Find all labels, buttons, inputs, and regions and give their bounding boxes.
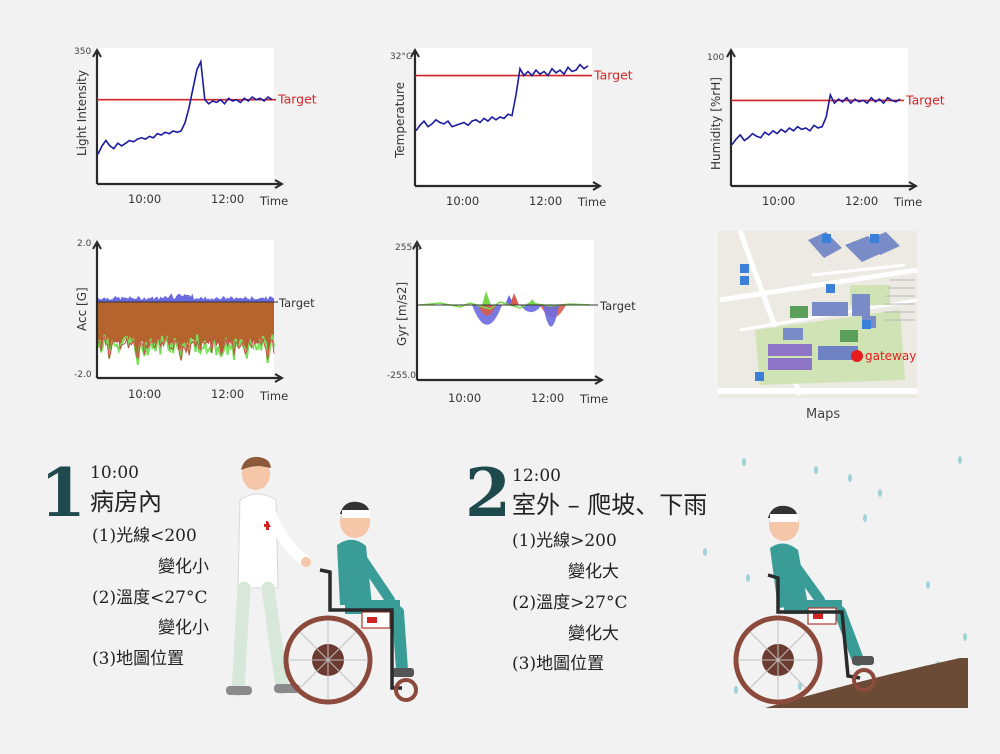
gyr-chart: Target 255.0 -255.0 Gyr [m/s2] 10:00 12:… (387, 240, 636, 406)
humidity-series-line (731, 92, 901, 146)
x-axis-label: Time (259, 389, 288, 403)
scene-line-2: 變化大 (568, 562, 619, 582)
scene-number: 2 (465, 454, 511, 532)
scene-time: 12:00 (512, 466, 561, 486)
campus-map[interactable]: gateway Maps (718, 230, 918, 422)
scene-line-3: (2)溫度<27°C (92, 588, 207, 608)
scene-time: 10:00 (90, 463, 139, 483)
map-caption: Maps (806, 407, 840, 422)
x-tick-label-1200: 12:00 (529, 194, 562, 208)
x-axis-label: Time (577, 195, 606, 209)
y-max-tick-label: 32°C (390, 52, 412, 62)
gyr-negative-blob (543, 305, 559, 327)
y-axis-label: Light Intensity (75, 70, 89, 156)
acc-blue-band (98, 293, 274, 302)
acc-series-area (97, 293, 275, 365)
y-axis-label: Humidity [%rH] (709, 77, 723, 170)
scene-title: 病房內 (90, 488, 162, 516)
y-max-tick-label: 100 (707, 53, 724, 63)
scene-line-5: (3)地圖位置 (512, 654, 604, 674)
x-tick-label-1200: 12:00 (845, 194, 878, 208)
x-axis-label: Time (259, 194, 288, 208)
scene-line-4: 變化大 (568, 624, 619, 644)
scene-line-4: 變化小 (158, 618, 209, 638)
target-label: Target (278, 296, 315, 310)
x-tick-label-1000: 10:00 (448, 391, 481, 405)
gyr-positive-spike (510, 293, 519, 305)
scene-2-text: 2 12:00 室外 – 爬坡、下雨 (1)光線>200 變化大 (2)溫度>2… (465, 454, 707, 674)
x-tick-label-1200: 12:00 (211, 192, 244, 206)
temperature-chart: 32°C Temperature 10:00 12:00 Time Target (390, 48, 633, 209)
temperature-series-line (415, 63, 589, 132)
scene-line-5: (3)地圖位置 (92, 649, 184, 669)
wheelchair-patient-2 (733, 505, 876, 705)
y-max-tick-label: 2.0 (77, 239, 92, 249)
acc-brown-body (98, 302, 274, 358)
y-min-tick-label: -2.0 (74, 370, 92, 380)
x-tick-label-1000: 10:00 (446, 194, 479, 208)
map-hatching (884, 279, 915, 321)
gyr-positive-spike (482, 291, 491, 305)
gyr-negative-blob (520, 305, 542, 313)
x-tick-label-1000: 10:00 (128, 387, 161, 401)
scene-number: 1 (40, 454, 86, 532)
scene-title: 室外 – 爬坡、下雨 (512, 491, 707, 519)
scene-line-1: (1)光線>200 (512, 531, 617, 551)
y-min-tick-label: -255.0 (387, 371, 416, 381)
parking-icons (740, 234, 879, 381)
gateway-marker[interactable] (851, 350, 863, 362)
x-axis-label: Time (579, 392, 608, 406)
target-label: Target (599, 299, 636, 313)
gateway-label: gateway (865, 349, 916, 363)
light-intensity-chart: 350 Light Intensity 10:00 12:00 Time Tar… (74, 47, 317, 208)
wheelchair-patient-1 (283, 501, 418, 705)
x-tick-label-1200: 12:00 (531, 391, 564, 405)
gyr-series-area (419, 291, 591, 327)
y-axis-label: Temperature (393, 82, 407, 159)
map-buildings (768, 232, 900, 370)
light-series-line (97, 58, 273, 155)
slope-ground (765, 658, 968, 708)
target-label: Target (593, 68, 633, 83)
y-max-tick-label: 350 (74, 47, 91, 57)
scene-1-text: 1 10:00 病房內 (1)光線<200 變化小 (2)溫度<27°C 變化小… (40, 454, 209, 669)
target-label: Target (905, 92, 945, 107)
target-label: Target (277, 92, 317, 107)
x-tick-label-1000: 10:00 (128, 192, 161, 206)
acc-red-trace (97, 335, 275, 361)
scene-line-1: (1)光線<200 (92, 526, 197, 546)
y-axis-label: Gyr [m/s2] (395, 282, 409, 346)
rain-drops (703, 456, 967, 694)
scene-line-3: (2)溫度>27°C (512, 593, 627, 613)
doctor-illustration (226, 456, 311, 697)
humidity-chart: 100 Humidity [%rH] 10:00 12:00 Time Targ… (707, 48, 945, 209)
x-tick-label-1200: 12:00 (211, 387, 244, 401)
x-tick-label-1000: 10:00 (762, 194, 795, 208)
y-axis-label: Acc [G] (75, 287, 89, 331)
y-max-tick-label: 255.0 (395, 243, 421, 253)
acc-chart: Target 2.0 -2.0 Acc [G] 10:00 12:00 Time (74, 239, 315, 403)
scene-line-2: 變化小 (158, 557, 209, 577)
x-axis-label: Time (893, 195, 922, 209)
